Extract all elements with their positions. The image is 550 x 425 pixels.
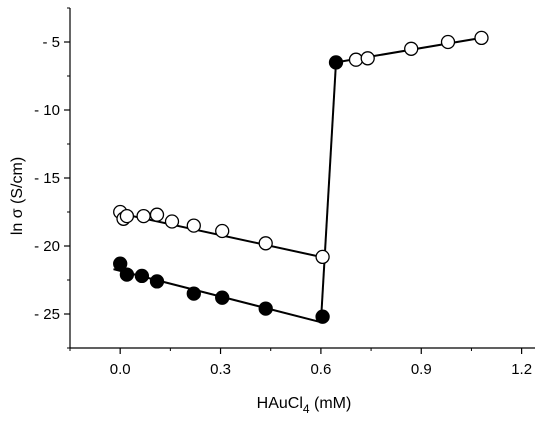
data-points (113, 30, 489, 324)
filled-data-point (315, 309, 330, 324)
ticks: 0.0 0.3 0.6 0.9 1.2 - 5 - 10 - 15 - 20 - 25 (34, 7, 532, 378)
open-data-point (215, 223, 230, 239)
open-data-point (149, 207, 165, 222)
x-tick-label: 0.0 (110, 361, 131, 378)
open-data-point (258, 236, 273, 251)
open-data-point (186, 218, 201, 233)
filled-data-point (215, 290, 230, 305)
y-tick-label: - 5 (42, 34, 60, 51)
x-axis-title-units: (mM) (310, 395, 352, 412)
x-tick-label: 0.9 (411, 361, 432, 378)
y-tick-label: - 15 (34, 170, 60, 187)
open-data-point (360, 51, 375, 66)
open-data-point (136, 208, 151, 224)
filled-data-point (149, 274, 165, 289)
open-data-point (404, 41, 419, 56)
filled-data-point (113, 256, 128, 271)
fit-line (319, 62, 337, 323)
x-tick-label: 0.3 (210, 361, 231, 378)
y-tick-label: - 20 (34, 238, 60, 255)
filled-data-point (134, 268, 150, 284)
x-axis-title-main: HAuCl (257, 395, 303, 412)
filled-data-point (119, 267, 135, 282)
open-data-point (440, 34, 456, 50)
filled-data-point (328, 55, 344, 70)
x-tick-label: 0.6 (310, 361, 331, 378)
filled-data-point (258, 301, 273, 316)
y-tick-label: - 10 (34, 102, 60, 119)
axis-labels: ln σ (S/cm) HAuCl4 (mM) (9, 157, 351, 416)
open-data-point (315, 249, 330, 265)
x-axis-title: HAuCl4 (mM) (257, 395, 352, 416)
y-tick-label: - 25 (34, 306, 60, 323)
x-tick-label: 1.2 (511, 361, 532, 378)
y-axis-title: ln σ (S/cm) (9, 157, 26, 235)
axes (69, 8, 535, 349)
open-data-point (474, 30, 489, 46)
filled-data-point (186, 286, 201, 301)
open-data-point (348, 52, 364, 67)
fit-lines (113, 36, 482, 324)
open-data-point (119, 208, 135, 224)
open-data-point (164, 214, 180, 229)
x-axis-title-subscript: 4 (303, 402, 310, 416)
